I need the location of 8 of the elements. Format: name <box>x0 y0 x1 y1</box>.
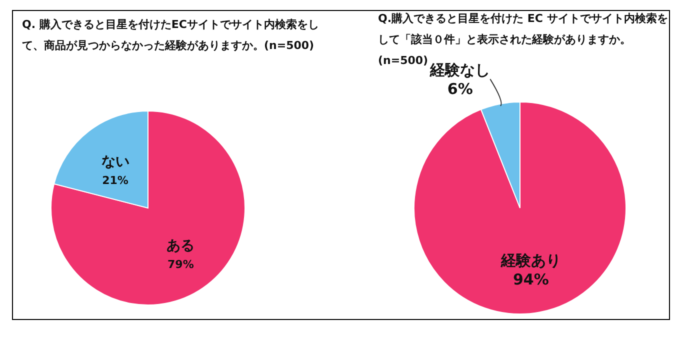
slice-label: ない <box>101 154 130 170</box>
data-label: 21% <box>102 174 128 187</box>
data-label: 79% <box>168 258 194 272</box>
data-label: 6% <box>447 80 473 98</box>
slice-label: 経験あり <box>500 251 561 270</box>
chart-title: Q. 購入できると目星を付けたECサイトでサイト内検索をして、商品が見つからなかった経験がありますか。(n=500) <box>22 17 320 54</box>
slice-label: ある <box>166 238 195 254</box>
data-label: 94% <box>512 270 549 288</box>
